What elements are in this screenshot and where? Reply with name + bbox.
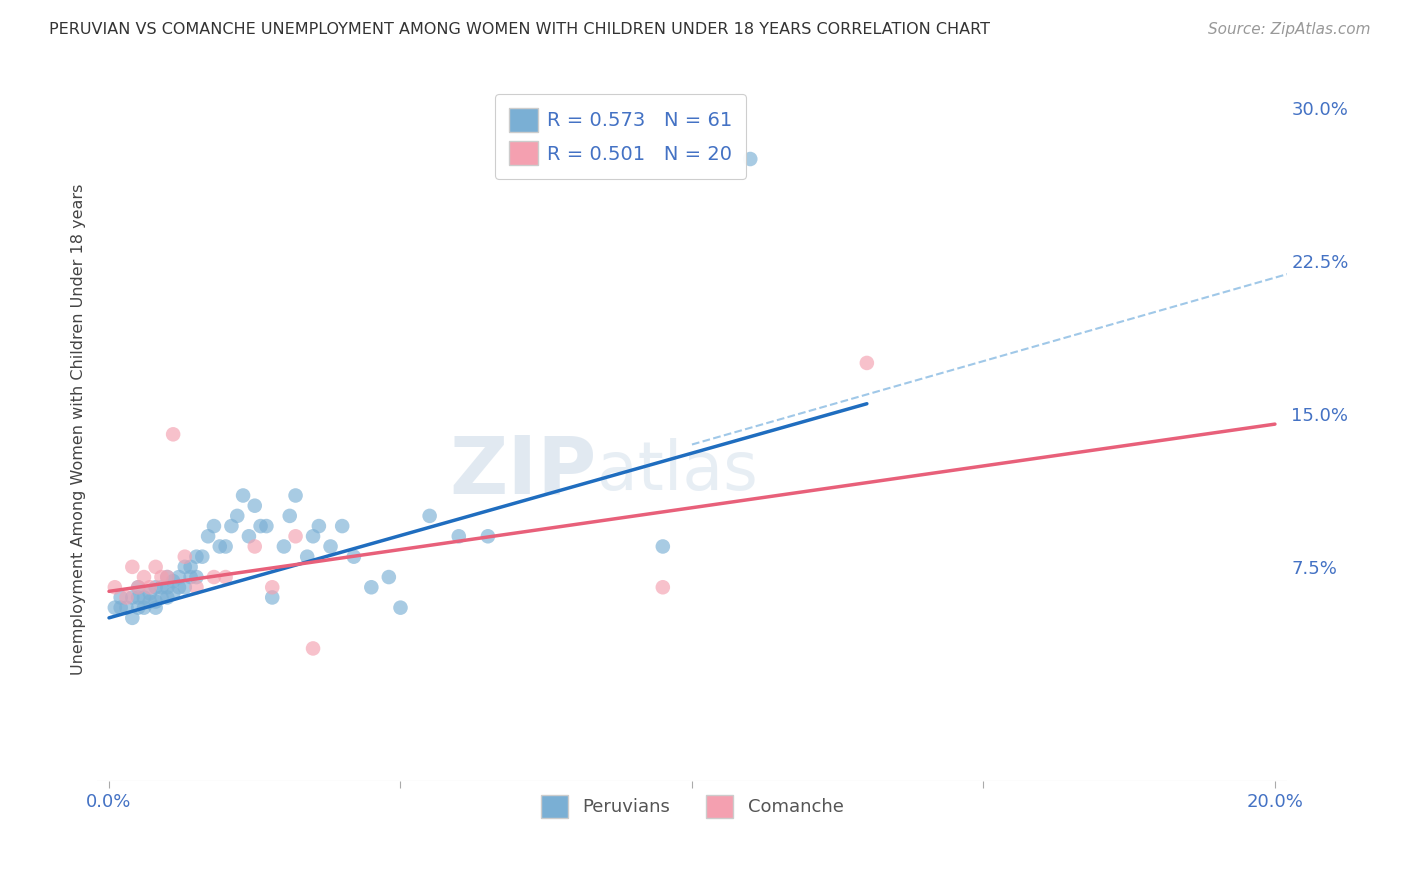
Point [167,580,190,594]
Point [214,540,236,554]
Point [208,540,231,554]
Point [156,591,179,605]
Point [127,600,149,615]
Point [173,549,195,564]
Point [740,152,762,166]
Point [115,600,138,615]
Point [284,529,307,543]
Point [156,570,179,584]
Text: PERUVIAN VS COMANCHE UNEMPLOYMENT AMONG WOMEN WITH CHILDREN UNDER 18 YEARS CORRE: PERUVIAN VS COMANCHE UNEMPLOYMENT AMONG … [49,22,990,37]
Point [254,519,277,533]
Point [104,580,127,594]
Point [360,580,382,594]
Point [127,580,149,594]
Point [127,580,149,594]
Point [186,549,208,564]
Point [856,356,879,370]
Point [180,570,202,584]
Point [262,580,284,594]
Point [186,580,208,594]
Point [115,591,138,605]
Point [139,594,162,608]
Point [249,519,271,533]
Point [145,594,167,608]
Point [214,570,236,584]
Point [651,580,673,594]
Point [343,549,366,564]
Point [121,611,143,625]
Point [173,560,195,574]
Point [145,560,167,574]
Point [150,591,173,605]
Legend: Peruvians, Comanche: Peruvians, Comanche [533,789,851,825]
Point [226,508,249,523]
Point [162,574,184,589]
Point [145,600,167,615]
Point [284,488,307,502]
Point [221,519,243,533]
Point [110,600,132,615]
Point [150,580,173,594]
Text: ZIP: ZIP [450,433,596,510]
Point [139,586,162,600]
Point [162,586,184,600]
Point [191,549,214,564]
Point [156,580,179,594]
Point [132,591,155,605]
Point [243,540,266,554]
Point [121,591,143,605]
Point [139,580,162,594]
Point [238,529,260,543]
Point [127,591,149,605]
Point [378,570,401,584]
Point [651,540,673,554]
Point [132,600,155,615]
Point [302,641,325,656]
Point [262,591,284,605]
Point [243,499,266,513]
Point [477,529,499,543]
Point [150,570,173,584]
Point [197,529,219,543]
Point [156,570,179,584]
Point [202,519,225,533]
Point [202,570,225,584]
Point [308,519,330,533]
Point [121,560,143,574]
Point [186,570,208,584]
Point [167,570,190,584]
Point [145,580,167,594]
Point [104,600,127,615]
Point [110,591,132,605]
Point [273,540,295,554]
Point [132,570,155,584]
Point [447,529,470,543]
Point [419,508,441,523]
Point [319,540,342,554]
Text: Source: ZipAtlas.com: Source: ZipAtlas.com [1208,22,1371,37]
Text: atlas: atlas [596,439,758,505]
Point [232,488,254,502]
Point [330,519,353,533]
Point [278,508,301,523]
Point [180,560,202,574]
Point [297,549,319,564]
Point [302,529,325,543]
Point [162,427,184,442]
Point [389,600,412,615]
Y-axis label: Unemployment Among Women with Children Under 18 years: Unemployment Among Women with Children U… [72,184,86,675]
Point [173,580,195,594]
